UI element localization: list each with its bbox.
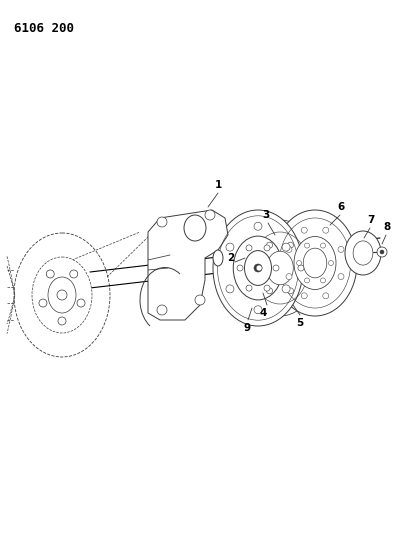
Ellipse shape bbox=[345, 231, 381, 275]
Text: 3: 3 bbox=[262, 210, 270, 220]
Circle shape bbox=[264, 285, 270, 291]
Circle shape bbox=[254, 264, 262, 272]
Circle shape bbox=[77, 299, 85, 307]
Circle shape bbox=[237, 265, 243, 271]
Circle shape bbox=[256, 265, 262, 271]
Text: 6106 200: 6106 200 bbox=[14, 22, 74, 35]
Circle shape bbox=[282, 243, 290, 251]
Circle shape bbox=[254, 222, 262, 230]
Text: 8: 8 bbox=[383, 222, 390, 232]
Ellipse shape bbox=[242, 220, 318, 316]
Circle shape bbox=[298, 265, 304, 271]
Text: 4: 4 bbox=[259, 308, 267, 318]
Ellipse shape bbox=[245, 251, 272, 285]
Circle shape bbox=[305, 243, 309, 248]
Ellipse shape bbox=[213, 250, 223, 266]
Circle shape bbox=[323, 293, 329, 299]
Circle shape bbox=[328, 261, 333, 265]
Circle shape bbox=[301, 293, 307, 299]
Circle shape bbox=[323, 227, 329, 233]
Circle shape bbox=[321, 243, 326, 248]
Circle shape bbox=[70, 270, 78, 278]
Circle shape bbox=[195, 295, 205, 305]
Ellipse shape bbox=[233, 236, 283, 300]
Circle shape bbox=[287, 242, 293, 248]
Circle shape bbox=[286, 273, 292, 280]
Circle shape bbox=[377, 247, 387, 257]
Circle shape bbox=[246, 285, 252, 291]
Text: 2: 2 bbox=[227, 253, 235, 263]
Circle shape bbox=[305, 278, 309, 283]
Circle shape bbox=[338, 273, 344, 280]
Circle shape bbox=[338, 246, 344, 253]
Ellipse shape bbox=[267, 251, 293, 285]
Circle shape bbox=[254, 306, 262, 314]
Text: 7: 7 bbox=[367, 215, 375, 225]
Circle shape bbox=[282, 285, 290, 293]
Ellipse shape bbox=[213, 210, 303, 326]
Ellipse shape bbox=[32, 257, 92, 333]
Circle shape bbox=[46, 270, 54, 278]
Circle shape bbox=[58, 317, 66, 325]
Text: 9: 9 bbox=[243, 323, 251, 333]
Circle shape bbox=[157, 217, 167, 227]
Circle shape bbox=[267, 242, 272, 248]
Circle shape bbox=[286, 246, 292, 253]
Circle shape bbox=[321, 278, 326, 283]
Circle shape bbox=[246, 245, 252, 251]
Circle shape bbox=[287, 288, 293, 294]
Circle shape bbox=[57, 290, 67, 300]
Ellipse shape bbox=[184, 215, 206, 241]
Ellipse shape bbox=[294, 237, 336, 289]
Text: 1: 1 bbox=[215, 180, 222, 190]
Polygon shape bbox=[148, 210, 228, 320]
Circle shape bbox=[267, 288, 272, 294]
Circle shape bbox=[205, 210, 215, 220]
Circle shape bbox=[297, 261, 302, 265]
Circle shape bbox=[301, 227, 307, 233]
Circle shape bbox=[39, 299, 47, 307]
Ellipse shape bbox=[303, 248, 327, 278]
Text: 6: 6 bbox=[337, 202, 345, 212]
Ellipse shape bbox=[48, 277, 76, 313]
Circle shape bbox=[264, 245, 270, 251]
Ellipse shape bbox=[273, 210, 357, 316]
Circle shape bbox=[226, 285, 234, 293]
Text: 5: 5 bbox=[296, 318, 304, 328]
Circle shape bbox=[273, 265, 279, 271]
Circle shape bbox=[157, 305, 167, 315]
Circle shape bbox=[226, 243, 234, 251]
Ellipse shape bbox=[14, 233, 110, 357]
Ellipse shape bbox=[353, 241, 373, 265]
Circle shape bbox=[380, 250, 384, 254]
